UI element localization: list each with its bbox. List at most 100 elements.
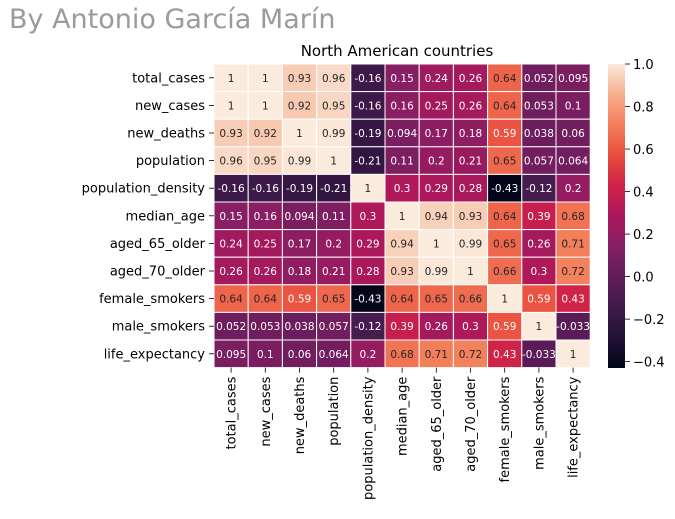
x-tick-label: population [327, 377, 342, 446]
heatmap-cell [555, 284, 591, 313]
heatmap-cell [452, 63, 489, 93]
colorbar-tick-label: 0.4 [633, 186, 654, 201]
cell-annotation: 0.21 [322, 266, 345, 278]
heatmap-cell [281, 256, 318, 286]
cell-annotation: 0.65 [425, 294, 448, 306]
cell-annotation: 0.95 [322, 100, 345, 112]
heatmap-cell [521, 173, 557, 203]
heatmap-cell [213, 63, 249, 93]
cell-annotation: 0.17 [288, 238, 311, 250]
heatmap-cell [281, 339, 318, 369]
heatmap-cell [555, 173, 591, 203]
x-tick-label: aged_65_older [430, 376, 445, 472]
heatmap-cell [521, 63, 557, 93]
cell-annotation: 0.038 [284, 321, 314, 333]
cell-annotation: 0.26 [425, 321, 449, 333]
cell-annotation: 1 [365, 183, 372, 195]
heatmap-cell [316, 284, 352, 313]
cell-annotation: -0.16 [218, 183, 245, 195]
heatmap-cell [247, 63, 283, 93]
heatmap-cell [418, 173, 454, 203]
cell-annotation: 0.39 [527, 211, 550, 223]
x-tick-label: population_density [361, 376, 376, 500]
cell-annotation: 0.26 [459, 73, 483, 85]
cell-annotation: 0.053 [250, 321, 280, 333]
heatmap-cell [350, 284, 386, 313]
cell-annotation: 1 [467, 266, 474, 278]
cell-annotation: 0.99 [288, 156, 311, 168]
heatmap-cell [452, 311, 489, 341]
heatmap-cell [555, 339, 591, 369]
cell-annotation: 0.25 [425, 100, 448, 112]
cell-annotation: 0.96 [322, 73, 346, 85]
cell-annotation: 0.064 [558, 156, 588, 168]
cell-annotation: 1 [501, 294, 508, 306]
cell-annotation: 0.43 [561, 294, 584, 306]
heatmap-cell [316, 91, 352, 120]
heatmap-cell [418, 91, 454, 120]
y-tick-label: population_density [82, 182, 206, 197]
heatmap-cell [521, 201, 557, 231]
cell-annotation: 0.29 [356, 238, 379, 250]
heatmap-cell [452, 91, 489, 120]
cell-annotation: 0.29 [425, 183, 448, 195]
heatmap-cell [316, 339, 352, 369]
heatmap-cell [487, 63, 523, 93]
cell-annotation: 0.64 [493, 211, 517, 223]
cell-annotation: 0.3 [360, 211, 377, 223]
cell-annotation: 0.59 [493, 321, 516, 333]
cell-annotation: 0.16 [254, 211, 278, 223]
cell-annotation: -0.43 [354, 294, 381, 306]
y-tick-label: total_cases [132, 71, 205, 86]
cell-annotation: -0.16 [354, 100, 381, 112]
cell-annotation: 0.43 [493, 349, 516, 361]
cell-annotation: 0.26 [459, 100, 483, 112]
heatmap-cell [350, 91, 386, 120]
chart-title: North American countries [301, 42, 494, 60]
heatmap-cell [418, 201, 454, 231]
cell-annotation: 0.64 [219, 294, 243, 306]
heatmap-cell [213, 91, 249, 120]
cell-annotation: 1 [262, 73, 269, 85]
y-tick-label: life_expectancy [104, 347, 206, 362]
cell-annotation: -0.033 [556, 321, 590, 333]
cell-annotation: -0.43 [491, 183, 518, 195]
heatmap-cell [452, 284, 489, 313]
cell-annotation: 0.053 [524, 100, 554, 112]
cell-annotation: 0.2 [325, 238, 342, 250]
cell-annotation: 0.65 [493, 156, 516, 168]
cell-annotation: 0.71 [561, 238, 584, 250]
x-tick-label: aged_70_older [464, 376, 479, 472]
colorbar-tick-label: 0.6 [633, 143, 654, 158]
x-tick-label: new_deaths [293, 376, 308, 454]
cell-annotation: 0.64 [493, 73, 517, 85]
cell-annotation: 0.16 [390, 100, 414, 112]
cell-annotation: 0.17 [425, 128, 448, 140]
y-tick-label: female_smokers [99, 292, 205, 307]
x-tick-label: total_cases [225, 376, 240, 449]
cell-annotation: 0.99 [322, 128, 345, 140]
cell-annotation: 0.93 [219, 128, 242, 140]
heatmap-cell [281, 63, 318, 93]
cell-annotation: 0.095 [216, 349, 246, 361]
heatmap-cell [247, 256, 283, 286]
cell-annotation: 0.094 [387, 128, 417, 140]
y-tick-label: male_smokers [112, 320, 206, 335]
cell-annotation: -0.19 [354, 128, 381, 140]
cell-annotation: 0.1 [565, 100, 582, 112]
heatmap-cell [316, 256, 352, 286]
cell-annotation: 0.24 [425, 73, 449, 85]
cell-annotation: -0.033 [522, 349, 556, 361]
cell-annotation: 0.66 [459, 294, 483, 306]
cell-annotation: 0.66 [493, 266, 517, 278]
y-tick-label: aged_65_older [110, 237, 206, 252]
heatmap-cell [316, 201, 352, 231]
cell-annotation: 0.3 [531, 266, 548, 278]
heatmap-cell [555, 256, 591, 286]
cell-annotation: 0.064 [319, 349, 349, 361]
cell-annotation: 0.26 [254, 266, 278, 278]
cell-annotation: 0.93 [390, 266, 413, 278]
colorbar [608, 64, 625, 368]
y-tick-label: new_cases [135, 99, 205, 114]
